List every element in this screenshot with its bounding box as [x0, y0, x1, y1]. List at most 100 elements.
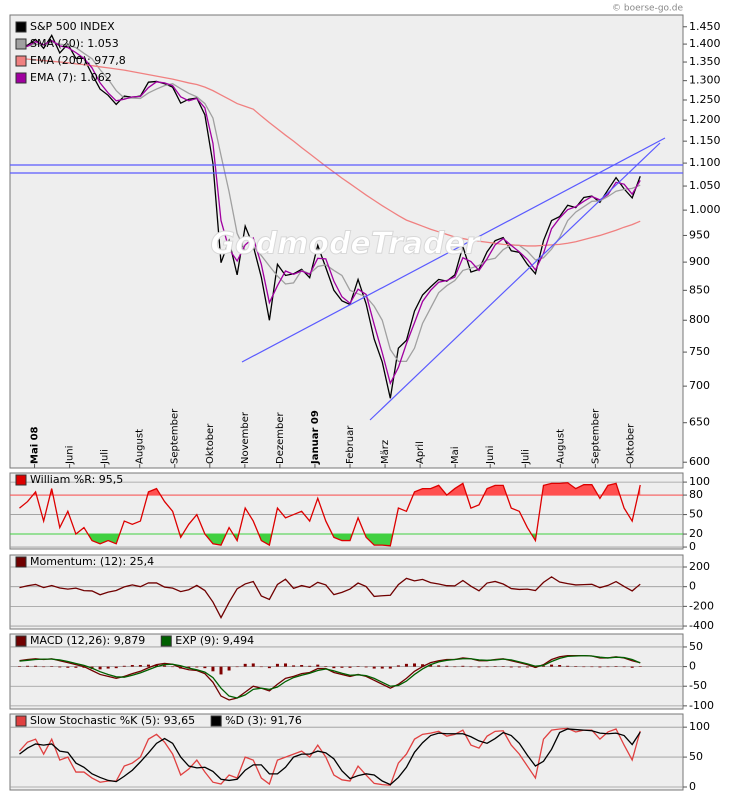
- histogram-bar: [606, 666, 610, 668]
- legend-swatch: [15, 72, 27, 84]
- x-tick-label: März: [380, 440, 391, 464]
- histogram-bar: [558, 665, 562, 667]
- legend-swatch: [15, 55, 27, 67]
- x-tick-label: November: [240, 411, 251, 464]
- histogram-bar: [155, 664, 159, 667]
- plot-area: [19, 33, 641, 399]
- y-tick-label: 80: [689, 488, 703, 501]
- histogram-bar: [421, 664, 425, 667]
- histogram-bar: [372, 666, 376, 669]
- histogram-bar: [380, 666, 384, 669]
- source: © boerse-go.de: [612, 4, 683, 14]
- histogram-bar: [348, 666, 352, 668]
- histogram-bar: [211, 666, 215, 672]
- y-tick-label: 850: [689, 283, 710, 296]
- histogram-bar: [453, 666, 457, 668]
- y-tick-label: 1.050: [689, 179, 721, 192]
- y-tick-label: 0: [689, 540, 696, 553]
- legend-label: S&P 500 INDEX: [30, 20, 115, 33]
- histogram-bar: [146, 664, 150, 667]
- histogram-bar: [26, 665, 30, 667]
- panel-background: [9, 633, 684, 710]
- y-tick-label: 1.250: [689, 93, 721, 106]
- x-tick-label: Juni: [65, 446, 76, 465]
- legend-label: %D (3): 91,76: [225, 714, 302, 727]
- histogram-bar: [630, 666, 634, 668]
- panel: 0 50 100 Slow Stochastic %K (5): 93,65 %D (3…: [9, 713, 710, 793]
- y-tick-label: 200: [689, 560, 710, 573]
- panel: 600 650 700 750 800 850 900 950 1.000 1.050 1.100 1…: [9, 14, 721, 469]
- trend-line: [369, 142, 661, 421]
- histogram-bar: [66, 666, 70, 668]
- histogram-bar: [308, 665, 312, 667]
- legend-label: EXP (9): 9,494: [175, 634, 254, 647]
- y-tick-label: -200: [689, 599, 714, 612]
- x-tick-label: August: [555, 429, 566, 464]
- series-line: [19, 482, 641, 547]
- histogram-bar: [284, 663, 288, 667]
- histogram-bar: [106, 666, 110, 669]
- histogram-bar: [590, 666, 594, 668]
- histogram-bar: [138, 665, 142, 667]
- histogram-bar: [324, 666, 328, 667]
- histogram-bar: [203, 666, 207, 669]
- legend-label: EMA (7): 1.062: [30, 71, 112, 84]
- histogram-bar: [275, 663, 279, 667]
- legend-label: SMA (20): 1.053: [30, 37, 119, 50]
- histogram-bar: [501, 666, 505, 667]
- y-tick-label: 1.400: [689, 37, 721, 50]
- x-tick-label: Oktober: [625, 423, 636, 464]
- y-tick-label: 0: [689, 660, 696, 673]
- legend-swatch: [15, 556, 27, 568]
- x-tick-label: Juli: [100, 449, 111, 465]
- histogram-bar: [437, 665, 441, 667]
- y-tick-label: 0: [689, 580, 696, 593]
- plot-area: [17, 654, 642, 701]
- histogram-bar: [396, 665, 400, 667]
- histogram-bar: [404, 663, 408, 667]
- histogram-bar: [251, 663, 255, 667]
- histogram-bar: [122, 665, 126, 667]
- histogram-bar: [356, 666, 360, 667]
- histogram-bar: [58, 666, 62, 668]
- histogram-bar: [171, 666, 175, 668]
- series-line: [19, 39, 641, 386]
- histogram-bar: [517, 666, 521, 668]
- histogram-bar: [195, 666, 199, 668]
- y-tick-label: 1.100: [689, 156, 721, 169]
- plot-area: [18, 727, 641, 786]
- y-tick-label: 1.450: [689, 20, 721, 33]
- series-line: [18, 727, 641, 786]
- legend-swatch: [15, 474, 27, 486]
- watermark: GodmodeTrader: [210, 227, 481, 262]
- y-tick-label: 50: [689, 750, 703, 763]
- histogram-bar: [267, 666, 271, 669]
- y-tick-label: 650: [689, 416, 710, 429]
- series-line: [19, 41, 641, 363]
- x-tick-label: Januar 09: [310, 410, 321, 465]
- histogram-bar: [163, 665, 167, 667]
- legend-label: William %R: 95,5: [30, 473, 123, 486]
- histogram-bar: [50, 666, 54, 667]
- histogram-bar: [477, 666, 481, 668]
- histogram-bar: [638, 666, 642, 667]
- histogram-bar: [42, 666, 46, 668]
- histogram-bar: [485, 666, 489, 668]
- histogram-bar: [525, 666, 529, 668]
- x-tick-label: Februar: [345, 425, 356, 464]
- trend-line: [241, 137, 666, 363]
- x-tick-label: Juni: [485, 446, 496, 465]
- legend-swatch: [15, 38, 27, 50]
- x-tick-label: Juli: [520, 449, 531, 465]
- y-tick-label: 750: [689, 345, 710, 358]
- histogram-bar: [429, 664, 433, 667]
- overlay-lines: [10, 137, 683, 421]
- x-tick-label: April: [415, 441, 426, 464]
- legend-swatch: [15, 715, 27, 727]
- x-tick-label: Dezember: [275, 412, 286, 464]
- histogram-bar: [98, 666, 102, 670]
- histogram-bar: [300, 665, 304, 667]
